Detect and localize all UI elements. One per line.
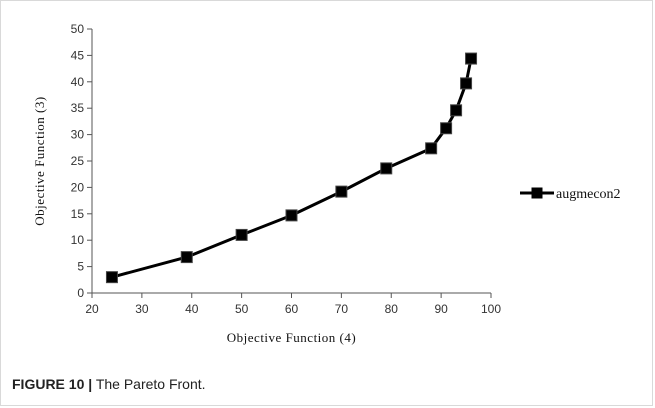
- data-point-marker: [425, 142, 438, 155]
- series-line-augmecon2: [111, 58, 473, 279]
- legend: augmecon2: [520, 187, 621, 202]
- y-tick-label: 40: [71, 75, 85, 89]
- y-tick-label: 25: [71, 154, 85, 168]
- data-point-marker: [105, 271, 118, 284]
- y-tick-label: 15: [71, 207, 85, 221]
- x-tick-label: 90: [434, 302, 448, 316]
- y-tick-label: 35: [71, 101, 85, 115]
- data-point-marker: [335, 185, 348, 198]
- x-tick-label: 30: [135, 302, 149, 316]
- y-tick-label: 20: [71, 180, 85, 194]
- data-point-marker: [440, 122, 453, 135]
- x-tick-label: 100: [481, 302, 501, 316]
- x-tick-label: 50: [235, 302, 249, 316]
- caption-label: FIGURE 10 |: [12, 376, 93, 392]
- tick-labels: 0 5 10 15 20 25 30 35 40 45 50 20 30 40 50 60 70 80 90 100: [71, 22, 502, 316]
- caption-text: The Pareto Front.: [95, 376, 206, 392]
- data-point-marker: [450, 104, 463, 117]
- y-tick-label: 0: [77, 286, 84, 300]
- y-tick-label: 5: [77, 260, 84, 274]
- x-tick-label: 80: [385, 302, 399, 316]
- y-tick-label: 30: [71, 128, 85, 142]
- y-tick-label: 50: [71, 22, 85, 36]
- legend-label: augmecon2: [556, 187, 621, 202]
- data-series: [105, 52, 478, 284]
- data-point-marker: [460, 77, 473, 90]
- y-tick-label: 10: [71, 233, 85, 247]
- x-tick-label: 60: [285, 302, 299, 316]
- x-axis-title: Objective Function (4): [227, 330, 356, 345]
- data-point-marker: [465, 52, 478, 65]
- data-point-marker: [180, 251, 193, 264]
- x-tick-label: 70: [335, 302, 349, 316]
- x-tick-label: 20: [85, 302, 99, 316]
- axes: [87, 28, 492, 298]
- y-axis-title: Objective Function (3): [32, 96, 47, 225]
- data-point-marker: [285, 209, 298, 222]
- y-tick-label: 45: [71, 48, 85, 62]
- data-point-marker: [235, 228, 248, 241]
- figure-caption: FIGURE 10 | The Pareto Front.: [12, 376, 206, 392]
- legend-marker-swatch: [531, 187, 543, 199]
- x-tick-label: 40: [185, 302, 199, 316]
- data-point-marker: [380, 162, 393, 175]
